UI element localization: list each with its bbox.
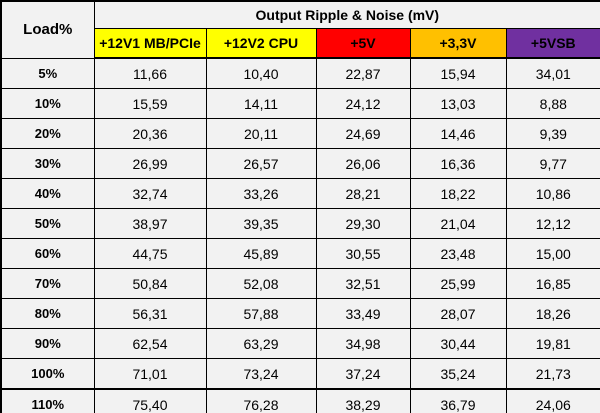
row-load-label: 30% bbox=[0, 148, 95, 179]
table-cell: 75,40 bbox=[93, 388, 207, 413]
row-load-label: 20% bbox=[0, 118, 95, 149]
table-cell: 52,08 bbox=[205, 268, 317, 299]
column-header-5v: +5V bbox=[315, 28, 411, 59]
table-cell: 26,57 bbox=[205, 148, 317, 179]
column-header-12v1: +12V1 MB/PCIe bbox=[93, 28, 207, 59]
table-row: 10% 15,59 14,11 24,12 13,03 8,88 bbox=[0, 88, 600, 119]
table-cell: 63,29 bbox=[205, 328, 317, 359]
row-load-label: 50% bbox=[0, 208, 95, 239]
row-load-label: 110% bbox=[0, 388, 95, 413]
table-cell: 39,35 bbox=[205, 208, 317, 239]
table-cell: 29,30 bbox=[315, 208, 411, 239]
column-header-3v3: +3,3V bbox=[409, 28, 507, 59]
table-cell: 23,48 bbox=[409, 238, 507, 269]
table-row: 110% 75,40 76,28 38,29 36,79 24,06 bbox=[0, 388, 600, 413]
table-cell: 25,99 bbox=[409, 268, 507, 299]
table-row: 100% 71,01 73,24 37,24 35,24 21,73 bbox=[0, 358, 600, 390]
table-cell: 38,29 bbox=[315, 388, 411, 413]
table-row: 40% 32,74 33,26 28,21 18,22 10,86 bbox=[0, 178, 600, 209]
table-cell: 73,24 bbox=[205, 358, 317, 390]
table-cell: 30,55 bbox=[315, 238, 411, 269]
table-row: 30% 26,99 26,57 26,06 16,36 9,77 bbox=[0, 148, 600, 179]
column-header-row: +12V1 MB/PCIe +12V2 CPU +5V +3,3V +5VSB bbox=[1, 28, 600, 59]
table-cell: 32,51 bbox=[315, 268, 411, 299]
table-body: 5% 11,66 10,40 22,87 15,94 34,01 10% 15,59 14,11… bbox=[0, 57, 600, 413]
table-row: 60% 44,75 45,89 30,55 23,48 15,00 bbox=[0, 238, 600, 269]
table-cell: 15,94 bbox=[409, 57, 507, 89]
table-cell: 8,88 bbox=[505, 88, 600, 119]
table-cell: 45,89 bbox=[205, 238, 317, 269]
title-row: Load% Output Ripple & Noise (mV) bbox=[0, 0, 600, 59]
table-cell: 14,46 bbox=[409, 118, 507, 149]
table-cell: 38,97 bbox=[93, 208, 207, 239]
table-row: 70% 50,84 52,08 32,51 25,99 16,85 bbox=[0, 268, 600, 299]
table-cell: 15,00 bbox=[505, 238, 600, 269]
table-cell: 12,12 bbox=[505, 208, 600, 239]
table-cell: 36,79 bbox=[409, 388, 507, 413]
row-load-label: 10% bbox=[0, 88, 95, 119]
table-cell: 26,06 bbox=[315, 148, 411, 179]
table-cell: 16,85 bbox=[505, 268, 600, 299]
table-cell: 20,11 bbox=[205, 118, 317, 149]
table-cell: 9,39 bbox=[505, 118, 600, 149]
table-row: 50% 38,97 39,35 29,30 21,04 12,12 bbox=[0, 208, 600, 239]
row-load-label: 60% bbox=[0, 238, 95, 269]
load-percent-corner-header: Load% bbox=[0, 0, 95, 59]
table-cell: 28,07 bbox=[409, 298, 507, 329]
table-title: Output Ripple & Noise (mV) bbox=[93, 0, 600, 29]
table-cell: 18,22 bbox=[409, 178, 507, 209]
row-load-label: 80% bbox=[0, 298, 95, 329]
table-cell: 57,88 bbox=[205, 298, 317, 329]
table-cell: 20,36 bbox=[93, 118, 207, 149]
table-cell: 24,12 bbox=[315, 88, 411, 119]
table-cell: 35,24 bbox=[409, 358, 507, 390]
table-cell: 32,74 bbox=[93, 178, 207, 209]
table-cell: 26,99 bbox=[93, 148, 207, 179]
table-cell: 28,21 bbox=[315, 178, 411, 209]
table-row: 80% 56,31 57,88 33,49 28,07 18,26 bbox=[0, 298, 600, 329]
table-cell: 44,75 bbox=[93, 238, 207, 269]
table-cell: 33,49 bbox=[315, 298, 411, 329]
column-header-12v2: +12V2 CPU bbox=[205, 28, 317, 59]
row-load-label: 100% bbox=[0, 358, 95, 390]
row-load-label: 5% bbox=[0, 57, 95, 89]
table-cell: 19,81 bbox=[505, 328, 600, 359]
table-header: Load% Output Ripple & Noise (mV) +12V1 M… bbox=[0, 0, 600, 59]
table-cell: 21,73 bbox=[505, 358, 600, 390]
table-cell: 9,77 bbox=[505, 148, 600, 179]
table-cell: 71,01 bbox=[93, 358, 207, 390]
table-cell: 15,59 bbox=[93, 88, 207, 119]
table-cell: 56,31 bbox=[93, 298, 207, 329]
table-cell: 13,03 bbox=[409, 88, 507, 119]
table-cell: 30,44 bbox=[409, 328, 507, 359]
table-row: 90% 62,54 63,29 34,98 30,44 19,81 bbox=[0, 328, 600, 359]
row-load-label: 90% bbox=[0, 328, 95, 359]
table-cell: 34,98 bbox=[315, 328, 411, 359]
table-cell: 16,36 bbox=[409, 148, 507, 179]
table-cell: 37,24 bbox=[315, 358, 411, 390]
table-cell: 76,28 bbox=[205, 388, 317, 413]
table-cell: 62,54 bbox=[93, 328, 207, 359]
table-cell: 50,84 bbox=[93, 268, 207, 299]
table-cell: 33,26 bbox=[205, 178, 317, 209]
table-cell: 24,06 bbox=[505, 388, 600, 413]
table-cell: 11,66 bbox=[93, 57, 207, 89]
table-cell: 10,86 bbox=[505, 178, 600, 209]
table-cell: 22,87 bbox=[315, 57, 411, 89]
table-cell: 24,69 bbox=[315, 118, 411, 149]
table-cell: 14,11 bbox=[205, 88, 317, 119]
table-cell: 21,04 bbox=[409, 208, 507, 239]
table-row: 20% 20,36 20,11 24,69 14,46 9,39 bbox=[0, 118, 600, 149]
table-cell: 10,40 bbox=[205, 57, 317, 89]
table-cell: 18,26 bbox=[505, 298, 600, 329]
row-load-label: 70% bbox=[0, 268, 95, 299]
table-row: 5% 11,66 10,40 22,87 15,94 34,01 bbox=[0, 57, 600, 89]
row-load-label: 40% bbox=[0, 178, 95, 209]
column-header-5vsb: +5VSB bbox=[505, 28, 600, 59]
table-cell: 34,01 bbox=[505, 57, 600, 89]
